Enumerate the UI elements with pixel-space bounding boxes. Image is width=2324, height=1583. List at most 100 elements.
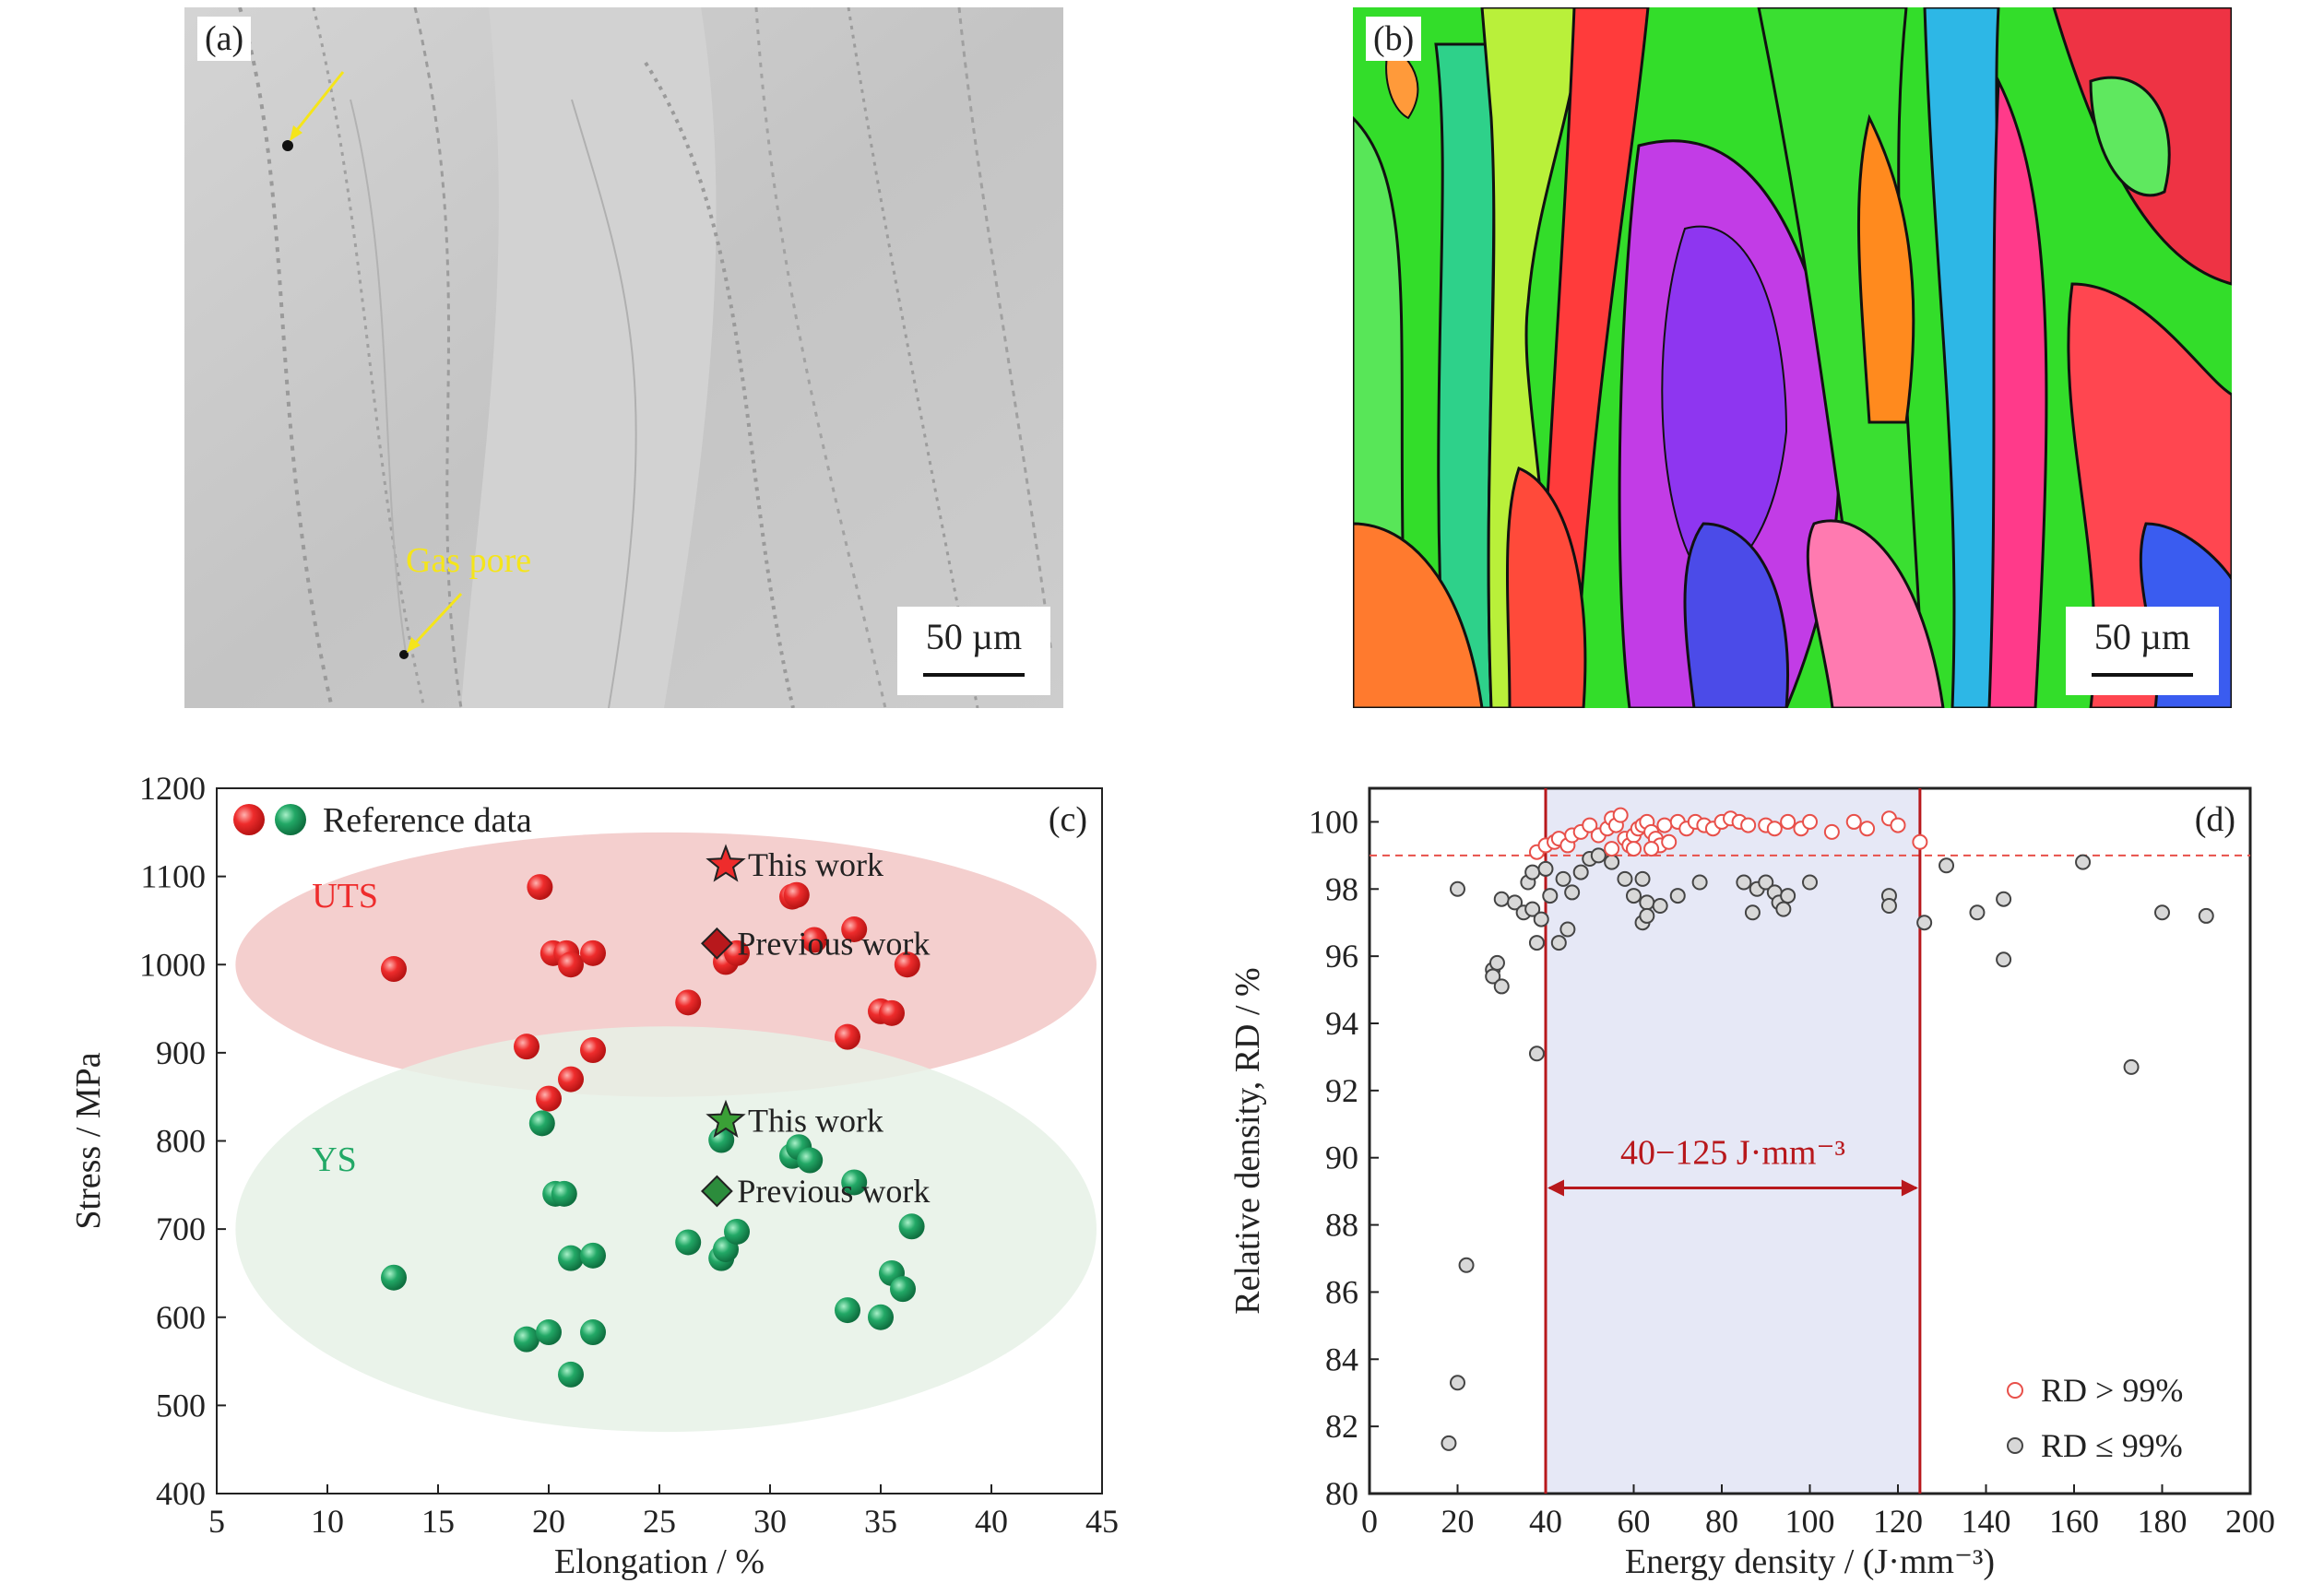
arrow-right-icon: [1901, 1179, 1918, 1197]
high-density-point: [1859, 821, 1876, 837]
uts-point: [713, 949, 739, 975]
high-density-point: [1656, 817, 1673, 833]
micrograph-panel-a: (a) Gas pore 50 µm: [184, 7, 1063, 708]
previous-work-label: Previous work: [737, 1173, 930, 1210]
high-density-point: [1704, 821, 1721, 837]
ys-point: [528, 1110, 555, 1137]
high-density-point: [1643, 841, 1660, 857]
ys-point: [708, 1127, 735, 1153]
high-density-point: [1912, 833, 1928, 850]
high-density-point: [1621, 837, 1638, 854]
x-tick-label: 10: [311, 1503, 344, 1540]
x-axis-label: Energy density / (J·mm⁻³): [1625, 1542, 1995, 1581]
y-tick-label: 700: [156, 1211, 206, 1247]
panel-tag-a: (a): [197, 17, 252, 61]
high-density-point: [1740, 817, 1757, 833]
low-density-point: [1617, 870, 1633, 887]
high-density-point: [1696, 817, 1713, 833]
x-tick-label: 120: [1873, 1503, 1923, 1540]
high-density-point: [1652, 837, 1668, 854]
uts-point: [724, 939, 750, 966]
x-tick-label: 40: [975, 1503, 1008, 1540]
uts-point: [514, 1034, 540, 1060]
low-density-point: [1533, 911, 1549, 927]
high-density-point: [1582, 817, 1598, 833]
y-tick-label: 900: [156, 1034, 206, 1071]
scale-bar-label: 50 µm: [2093, 616, 2191, 657]
ys-point: [786, 1134, 812, 1161]
scale-bar-line: [923, 673, 1025, 677]
high-density-point: [1647, 831, 1664, 847]
ebsd-grain-map: [1353, 7, 2232, 708]
low-density-point: [1582, 851, 1598, 867]
y-tick-label: 84: [1325, 1341, 1358, 1377]
low-density-point: [1550, 935, 1567, 951]
low-density-point: [1780, 888, 1796, 904]
ys-point: [551, 1180, 577, 1207]
low-density-point: [1450, 880, 1465, 897]
high-density-point: [1528, 844, 1545, 860]
y-tick-label: 98: [1325, 870, 1358, 907]
low-density-point: [1626, 888, 1642, 904]
legend-marker-uts: [233, 804, 265, 835]
uts-point: [879, 999, 905, 1026]
scale-bar: 50 µm: [2066, 607, 2219, 695]
high-density-point: [1634, 817, 1651, 833]
ys-point: [724, 1218, 750, 1245]
high-density-point: [1890, 817, 1906, 833]
ys-point: [708, 1245, 735, 1271]
previous-work-diamond: [700, 1175, 733, 1208]
high-density-point: [1880, 810, 1897, 827]
ys-point: [580, 1319, 606, 1346]
y-tick-label: 82: [1325, 1408, 1358, 1445]
this-work-star: [706, 844, 746, 882]
high-density-point: [1630, 821, 1646, 837]
ys-point: [580, 1242, 606, 1269]
low-density-point: [1524, 864, 1541, 880]
ys-point: [841, 1169, 868, 1196]
x-tick-label: 100: [1785, 1503, 1835, 1540]
panel-tag-b: (b): [1366, 17, 1422, 61]
high-density-point: [1572, 823, 1589, 840]
low-density-point: [2123, 1058, 2140, 1075]
ebsd-map-panel-b: (b) 50 µm: [1353, 7, 2232, 708]
low-density-point: [1669, 888, 1686, 904]
uts-ellipse: [235, 832, 1097, 1097]
high-density-point: [1766, 821, 1783, 837]
low-density-point: [1766, 884, 1783, 901]
high-density-point: [1731, 813, 1748, 830]
uts-point: [835, 1023, 860, 1050]
high-density-point: [1793, 821, 1809, 837]
uts-point: [675, 989, 702, 1016]
low-density-point: [1441, 1435, 1457, 1451]
previous-work-diamond: [700, 927, 733, 960]
y-axis-label: Stress / MPa: [69, 1052, 108, 1229]
low-density-point: [1507, 894, 1524, 911]
previous-work-label: Previous work: [737, 925, 930, 962]
low-density-point: [1485, 968, 1501, 985]
y-tick-label: 86: [1325, 1273, 1358, 1310]
high-density-point: [1550, 831, 1567, 847]
high-density-point: [1802, 813, 1818, 830]
legend-marker-high: [2007, 1382, 2023, 1399]
low-density-point: [1450, 1375, 1465, 1391]
uts-point: [868, 998, 894, 1024]
x-tick-label: 35: [864, 1503, 897, 1540]
ys-point: [514, 1326, 540, 1353]
x-tick-label: 180: [2138, 1503, 2188, 1540]
panel-tag-d: (d): [2195, 800, 2235, 839]
ys-point: [890, 1276, 916, 1303]
high-density-point: [1564, 827, 1581, 844]
uts-point: [779, 883, 805, 910]
high-density-point: [1607, 817, 1624, 833]
legend-marker-ys: [275, 804, 306, 835]
low-density-point: [1771, 894, 1787, 911]
x-tick-label: 5: [208, 1503, 225, 1540]
this-work-star: [706, 1099, 746, 1138]
ys-point: [536, 1319, 562, 1346]
uts-point: [558, 951, 584, 978]
low-density-point: [1572, 864, 1589, 880]
low-density-point: [1736, 874, 1752, 891]
low-density-point: [2154, 904, 2170, 921]
y-tick-label: 800: [156, 1123, 206, 1160]
